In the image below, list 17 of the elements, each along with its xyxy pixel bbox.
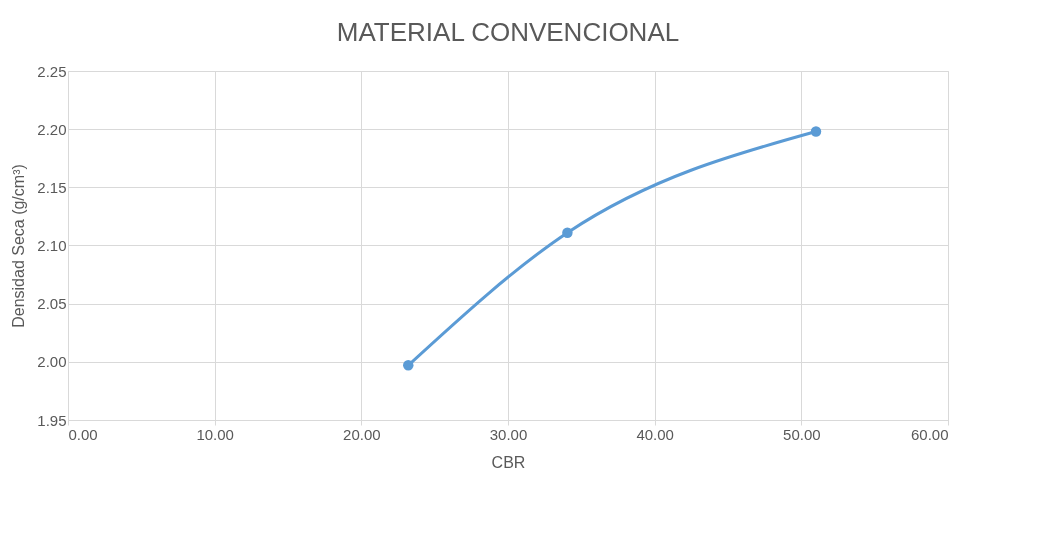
y-axis-title: Densidad Seca (g/cm³): [10, 164, 28, 328]
y-tick-label: 2.20: [37, 120, 67, 138]
x-tick-label: 10.00: [196, 425, 234, 443]
y-tick-label: 2.15: [37, 178, 67, 196]
y-tick-label: 2.00: [37, 353, 67, 371]
x-tick-label: 50.00: [783, 425, 821, 443]
x-tick-label: 20.00: [343, 425, 381, 443]
x-tick-label: 30.00: [489, 425, 528, 443]
y-tick-label: 2.25: [37, 62, 67, 80]
y-tick-label: 2.10: [37, 237, 67, 254]
y-tick-label: 2.05: [37, 295, 67, 313]
x-axis-title: CBR: [491, 453, 526, 471]
x-tick-label: 40.00: [636, 425, 674, 443]
y-tick-label: 1.95: [37, 411, 67, 429]
x-tick-label: 60.00: [910, 425, 949, 443]
x-tick-label: 0.00: [68, 425, 98, 443]
chart-title: MATERIAL CONVENCIONAL: [336, 17, 680, 47]
